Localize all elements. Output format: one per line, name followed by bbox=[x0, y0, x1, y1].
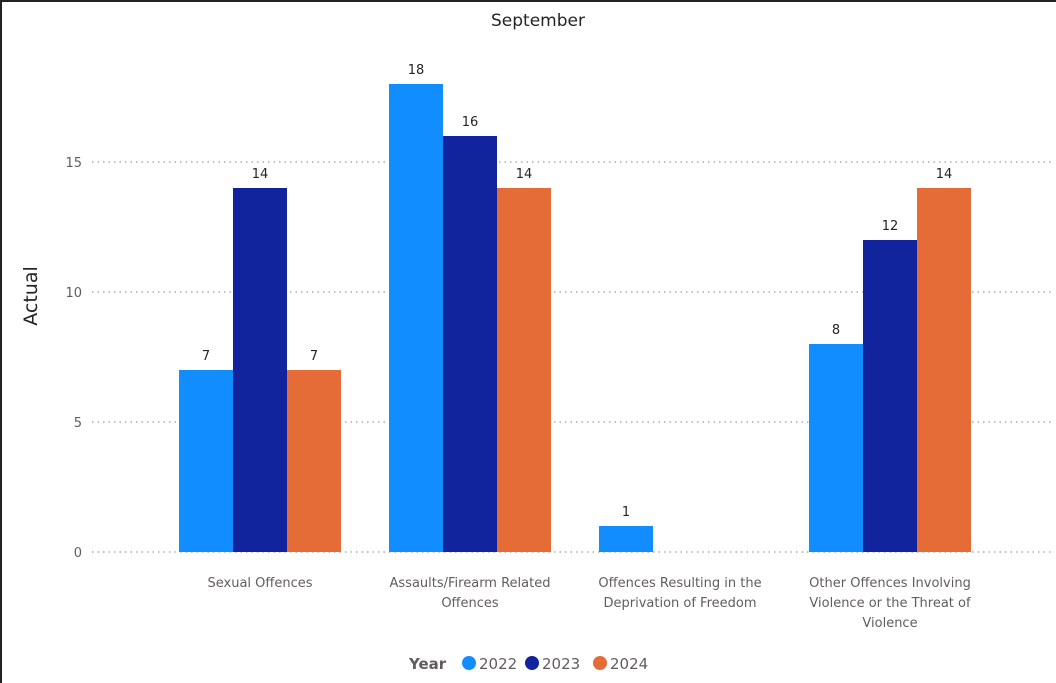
bar-2023-1[interactable] bbox=[233, 188, 287, 552]
bar-2023-2[interactable] bbox=[443, 136, 497, 552]
bar-2022-4[interactable] bbox=[809, 344, 863, 552]
legend-marker-2022 bbox=[462, 656, 476, 670]
category-label: Assaults/Firearm Related Offences bbox=[390, 576, 551, 611]
bar-2022-1[interactable] bbox=[179, 370, 233, 552]
y-tick-label: 5 bbox=[74, 416, 82, 431]
legend-label-2024: 2024 bbox=[610, 655, 648, 673]
legend-marker-2024 bbox=[593, 656, 607, 670]
data-label: 8 bbox=[832, 323, 840, 338]
category-label: Offences Resulting in the Deprivation of … bbox=[598, 576, 761, 611]
data-label: 16 bbox=[462, 115, 479, 130]
bar-2022-2[interactable] bbox=[389, 84, 443, 552]
bar-2024-2[interactable] bbox=[497, 188, 551, 552]
legend[interactable]: Year 2022 2023 2024 bbox=[408, 655, 648, 673]
legend-label-2023: 2023 bbox=[542, 655, 580, 673]
data-label: 1 bbox=[622, 505, 630, 520]
y-axis-ticks: 0 5 10 15 bbox=[65, 156, 82, 561]
data-label: 14 bbox=[252, 167, 269, 182]
legend-label-2022: 2022 bbox=[479, 655, 517, 673]
data-label: 12 bbox=[882, 219, 899, 234]
x-axis-categories: Sexual Offences Assaults/Firearm Related O… bbox=[207, 576, 971, 631]
chart-title: September bbox=[491, 11, 585, 31]
bar-2023-4[interactable] bbox=[863, 240, 917, 552]
data-label: 18 bbox=[408, 63, 425, 78]
y-tick-label: 0 bbox=[74, 546, 82, 561]
bars bbox=[179, 84, 971, 552]
legend-marker-2023 bbox=[525, 656, 539, 670]
y-axis-title: Actual bbox=[20, 266, 42, 326]
bar-2024-1[interactable] bbox=[287, 370, 341, 552]
category-label: Other Offences Involving Violence or the … bbox=[809, 576, 971, 631]
data-label: 7 bbox=[310, 349, 318, 364]
data-label: 7 bbox=[202, 349, 210, 364]
category-label: Sexual Offences bbox=[207, 576, 312, 591]
legend-title: Year bbox=[408, 655, 447, 673]
data-label: 14 bbox=[516, 167, 533, 182]
y-tick-label: 15 bbox=[65, 156, 82, 171]
data-label: 14 bbox=[936, 167, 953, 182]
bar-2022-3[interactable] bbox=[599, 526, 653, 552]
bar-2024-4[interactable] bbox=[917, 188, 971, 552]
y-tick-label: 10 bbox=[65, 286, 82, 301]
